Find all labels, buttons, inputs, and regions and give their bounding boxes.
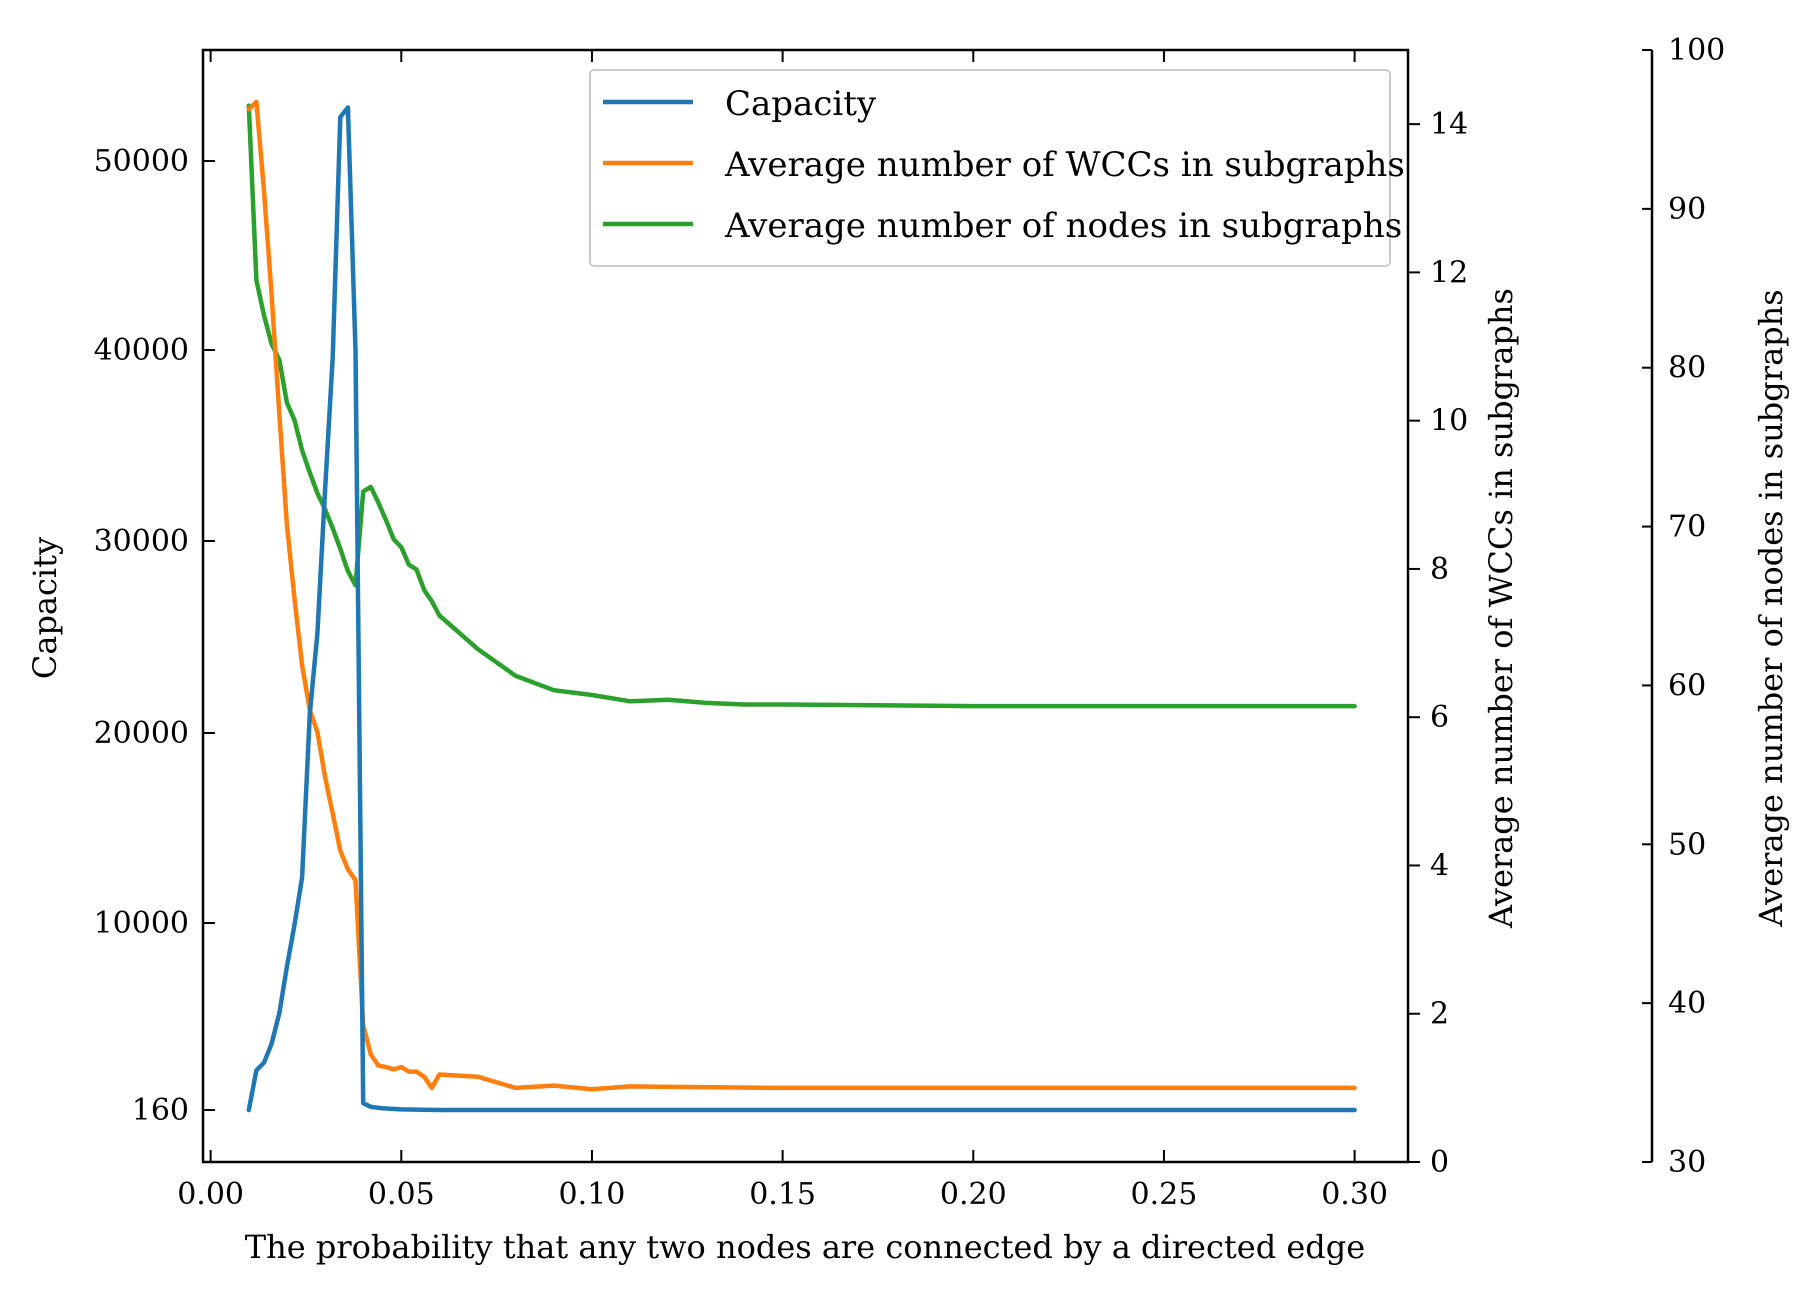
right1-tick-label: 0 <box>1430 1145 1449 1180</box>
series-layer <box>246 99 1357 1113</box>
x-tick-label: 0.25 <box>1131 1177 1198 1212</box>
right1-tick-label: 10 <box>1430 404 1468 439</box>
right1-axis-title: Average number of WCCs in subgraphs <box>1482 288 1520 929</box>
left-axis-ticks: 160 10000 20000 30000 40000 50000 <box>94 144 215 1128</box>
right2-tick-label: 60 <box>1668 668 1706 703</box>
x-tick-label: 0.20 <box>940 1177 1007 1212</box>
x-tick-label: 0.30 <box>1321 1177 1388 1212</box>
right2-tick-label: 30 <box>1668 1145 1706 1180</box>
x-tick-label: 0.15 <box>749 1177 816 1212</box>
right2-tick-label: 100 <box>1668 33 1725 68</box>
left-tick-label: 10000 <box>94 906 189 941</box>
legend-box <box>589 69 1391 267</box>
x-tick-label: 0.05 <box>368 1177 435 1212</box>
left-axis-title: Capacity <box>26 537 64 679</box>
left-tick-label: 160 <box>132 1093 189 1128</box>
right1-tick-label: 14 <box>1430 107 1468 142</box>
legend-label-nodes: Average number of nodes in subgraphs <box>724 206 1402 246</box>
plot-frame <box>201 48 1410 1164</box>
right2-tick-label: 40 <box>1668 986 1706 1021</box>
series-line-2 <box>246 103 1357 709</box>
right2-tick-label: 50 <box>1668 827 1706 862</box>
right1-tick-label: 2 <box>1430 997 1449 1032</box>
right2-axis-title: Average number of nodes in subgraphs <box>1752 289 1790 927</box>
x-axis-title: The probability that any two nodes are c… <box>245 1228 1365 1266</box>
x-tick-label: 0.00 <box>177 1177 244 1212</box>
right1-tick-label: 4 <box>1430 848 1449 883</box>
right1-tick-label: 6 <box>1430 700 1449 735</box>
legend-label-capacity: Capacity <box>725 84 877 124</box>
legend-label-wccs: Average number of WCCs in subgraphs <box>724 145 1405 185</box>
x-tick-label: 0.10 <box>559 1177 626 1212</box>
left-tick-label: 20000 <box>94 716 189 751</box>
right2-tick-label: 80 <box>1668 351 1706 386</box>
x-axis-ticks: 0.00 0.05 0.10 0.15 0.20 0.25 0.30 <box>177 50 1388 1212</box>
left-tick-label: 50000 <box>94 144 189 179</box>
series-line-0 <box>246 105 1357 1113</box>
right2-tick-label: 70 <box>1668 510 1706 545</box>
series-line-1 <box>246 99 1357 1092</box>
right1-tick-label: 12 <box>1430 255 1468 290</box>
right2-tick-label: 90 <box>1668 192 1706 227</box>
legend: Capacity Average number of WCCs in subgr… <box>589 69 1405 267</box>
right1-axis-ticks: 0 2 4 6 8 10 12 14 <box>1408 107 1468 1180</box>
right1-tick-label: 8 <box>1430 552 1449 587</box>
left-tick-label: 40000 <box>94 333 189 368</box>
left-tick-label: 30000 <box>94 524 189 559</box>
right2-axis-ticks: 30 40 50 60 70 80 90 100 <box>1642 33 1725 1180</box>
